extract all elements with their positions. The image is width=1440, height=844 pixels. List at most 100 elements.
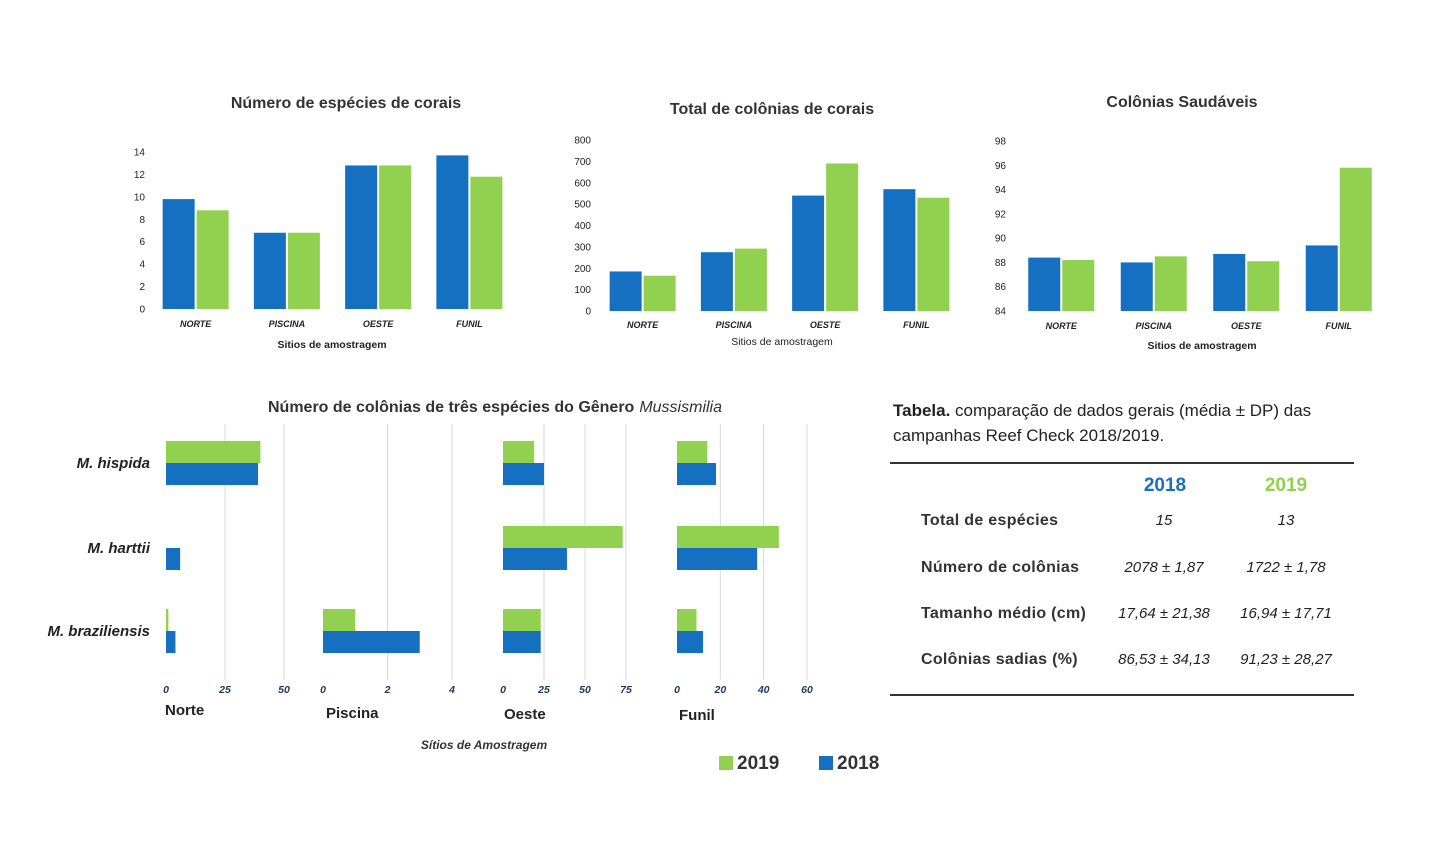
- x-tick-label: FUNIL: [1326, 321, 1353, 331]
- bar-2019-norte: [1062, 260, 1095, 311]
- table-row: Colônias sadias (%) 86,53 ± 34,13 91,23 …: [890, 651, 1354, 681]
- bar-2019-norte: [166, 441, 261, 463]
- chart-title-genus: Mussismilia: [639, 399, 722, 416]
- y-tick-label: 92: [995, 209, 1007, 220]
- bar-2018-funil: [883, 189, 916, 311]
- chart-title: Número de colônias de três espécies do G…: [268, 399, 722, 416]
- chart-title: Número de espécies de corais: [231, 95, 461, 112]
- legend-swatch-2018: [819, 756, 833, 770]
- x-tick-label: OESTE: [1231, 321, 1263, 331]
- bar-2019-funil: [677, 441, 708, 463]
- row-label: Colônias sadias (%): [921, 651, 1078, 668]
- cell-2019: 13: [1277, 512, 1295, 529]
- x-tick-label: PISCINA: [269, 319, 306, 329]
- x-tick-label: 60: [801, 684, 813, 696]
- table-bottom-rule: [890, 694, 1354, 696]
- y-tick-label: 12: [134, 170, 146, 181]
- bar-2018-oeste: [503, 463, 544, 485]
- y-tick-label: 400: [574, 221, 591, 232]
- bar-2019-oeste: [379, 165, 412, 309]
- bar-2019-funil: [677, 526, 779, 548]
- bar-2018-funil: [677, 463, 716, 485]
- cell-2019: 91,23 ± 28,27: [1240, 651, 1332, 668]
- y-tick-label: 14: [134, 148, 146, 159]
- bar-2019-piscina: [287, 232, 320, 309]
- bar-2019-piscina: [1154, 256, 1187, 311]
- category-label: M. harttii: [88, 540, 151, 557]
- bar-2019-norte: [643, 275, 676, 311]
- bar-2018-oeste: [503, 631, 541, 653]
- y-tick-label: 200: [574, 264, 591, 275]
- row-label: Tamanho médio (cm): [921, 605, 1087, 622]
- chart-title-prefix: Número de colônias de três espécies do G…: [268, 399, 635, 416]
- bar-2018-oeste: [1213, 253, 1246, 311]
- bar-2018-funil: [677, 631, 703, 653]
- x-tick-label: NORTE: [180, 319, 212, 329]
- bar-2019-oeste: [503, 441, 535, 463]
- cell-2018: 2078 ± 1,87: [1124, 559, 1204, 576]
- table-caption-text: comparação de dados gerais (média ± DP) …: [893, 401, 1312, 445]
- x-axis-label: Sitios de amostragem: [277, 339, 386, 351]
- category-label: M. hispida: [77, 455, 150, 472]
- y-tick-label: 700: [574, 157, 591, 168]
- table-row: Tamanho médio (cm) 17,64 ± 21,38 16,94 ±…: [890, 605, 1354, 635]
- x-tick-label: PISCINA: [716, 320, 753, 330]
- x-axis-label: Sitios de amostragem: [731, 336, 833, 348]
- table-top-rule: [890, 462, 1354, 464]
- cell-2018: 15: [1155, 512, 1173, 529]
- chart-mussismilia: Número de colônias de três espécies do G…: [47, 399, 879, 774]
- cell-2018: 86,53 ± 34,13: [1118, 651, 1210, 668]
- y-tick-label: 84: [995, 307, 1007, 318]
- x-tick-label: 0: [674, 684, 680, 696]
- bar-2018-oeste: [345, 165, 378, 309]
- x-tick-label: 2: [384, 684, 391, 696]
- x-tick-label: 4: [448, 684, 455, 696]
- y-tick-label: 94: [995, 185, 1007, 196]
- y-tick-label: 4: [139, 260, 145, 271]
- y-tick-label: 6: [139, 237, 145, 248]
- column-header-2018: 2018: [1143, 475, 1187, 496]
- y-tick-label: 90: [995, 234, 1007, 245]
- bar-2018-norte: [166, 631, 176, 653]
- y-tick-label: 300: [574, 242, 591, 253]
- y-tick-label: 88: [995, 258, 1007, 269]
- legend-label-2019: 2019: [737, 753, 779, 774]
- chart-total-colonies: Total de colônias de corais Sitios de am…: [574, 101, 950, 348]
- x-tick-label: 50: [579, 684, 591, 696]
- legend-label-2018: 2018: [837, 753, 879, 774]
- table-caption-bold: Tabela.: [893, 401, 951, 420]
- category-label: M. braziliensis: [47, 623, 150, 640]
- bar-2018-piscina: [1120, 262, 1153, 311]
- site-label-norte: Norte: [165, 702, 204, 719]
- cell-2018: 17,64 ± 21,38: [1118, 605, 1210, 622]
- x-tick-label: OESTE: [810, 320, 842, 330]
- bar-2018-oeste: [792, 195, 825, 311]
- bar-2019-funil: [1339, 167, 1372, 311]
- x-tick-label: 0: [500, 684, 506, 696]
- x-tick-label: NORTE: [1046, 321, 1078, 331]
- x-axis-label: Sitios de amostragem: [1147, 340, 1256, 352]
- bar-2019-norte: [196, 210, 229, 309]
- row-label: Número de colônias: [921, 559, 1080, 576]
- bar-2018-piscina: [253, 232, 286, 309]
- x-tick-label: 0: [320, 684, 326, 696]
- x-tick-label: NORTE: [627, 320, 659, 330]
- y-tick-label: 8: [139, 215, 145, 226]
- bar-2018-norte: [166, 463, 259, 485]
- bar-2019-piscina: [323, 609, 356, 631]
- x-tick-label: 25: [218, 684, 231, 696]
- y-tick-label: 0: [585, 307, 591, 318]
- x-tick-label: OESTE: [363, 319, 395, 329]
- bar-2019-norte: [166, 609, 169, 631]
- chart-healthy-colonies: Colônias Saudáveis Sitios de amostragem …: [995, 94, 1372, 352]
- bar-2019-piscina: [734, 248, 767, 311]
- bar-2018-funil: [677, 548, 758, 570]
- site-label-piscina: Piscina: [326, 705, 379, 722]
- x-tick-label: 0: [163, 684, 169, 696]
- y-tick-label: 800: [574, 136, 591, 147]
- x-tick-label: 50: [278, 684, 290, 696]
- y-tick-label: 98: [995, 137, 1007, 148]
- x-tick-label: 20: [713, 684, 726, 696]
- site-label-oeste: Oeste: [504, 706, 546, 723]
